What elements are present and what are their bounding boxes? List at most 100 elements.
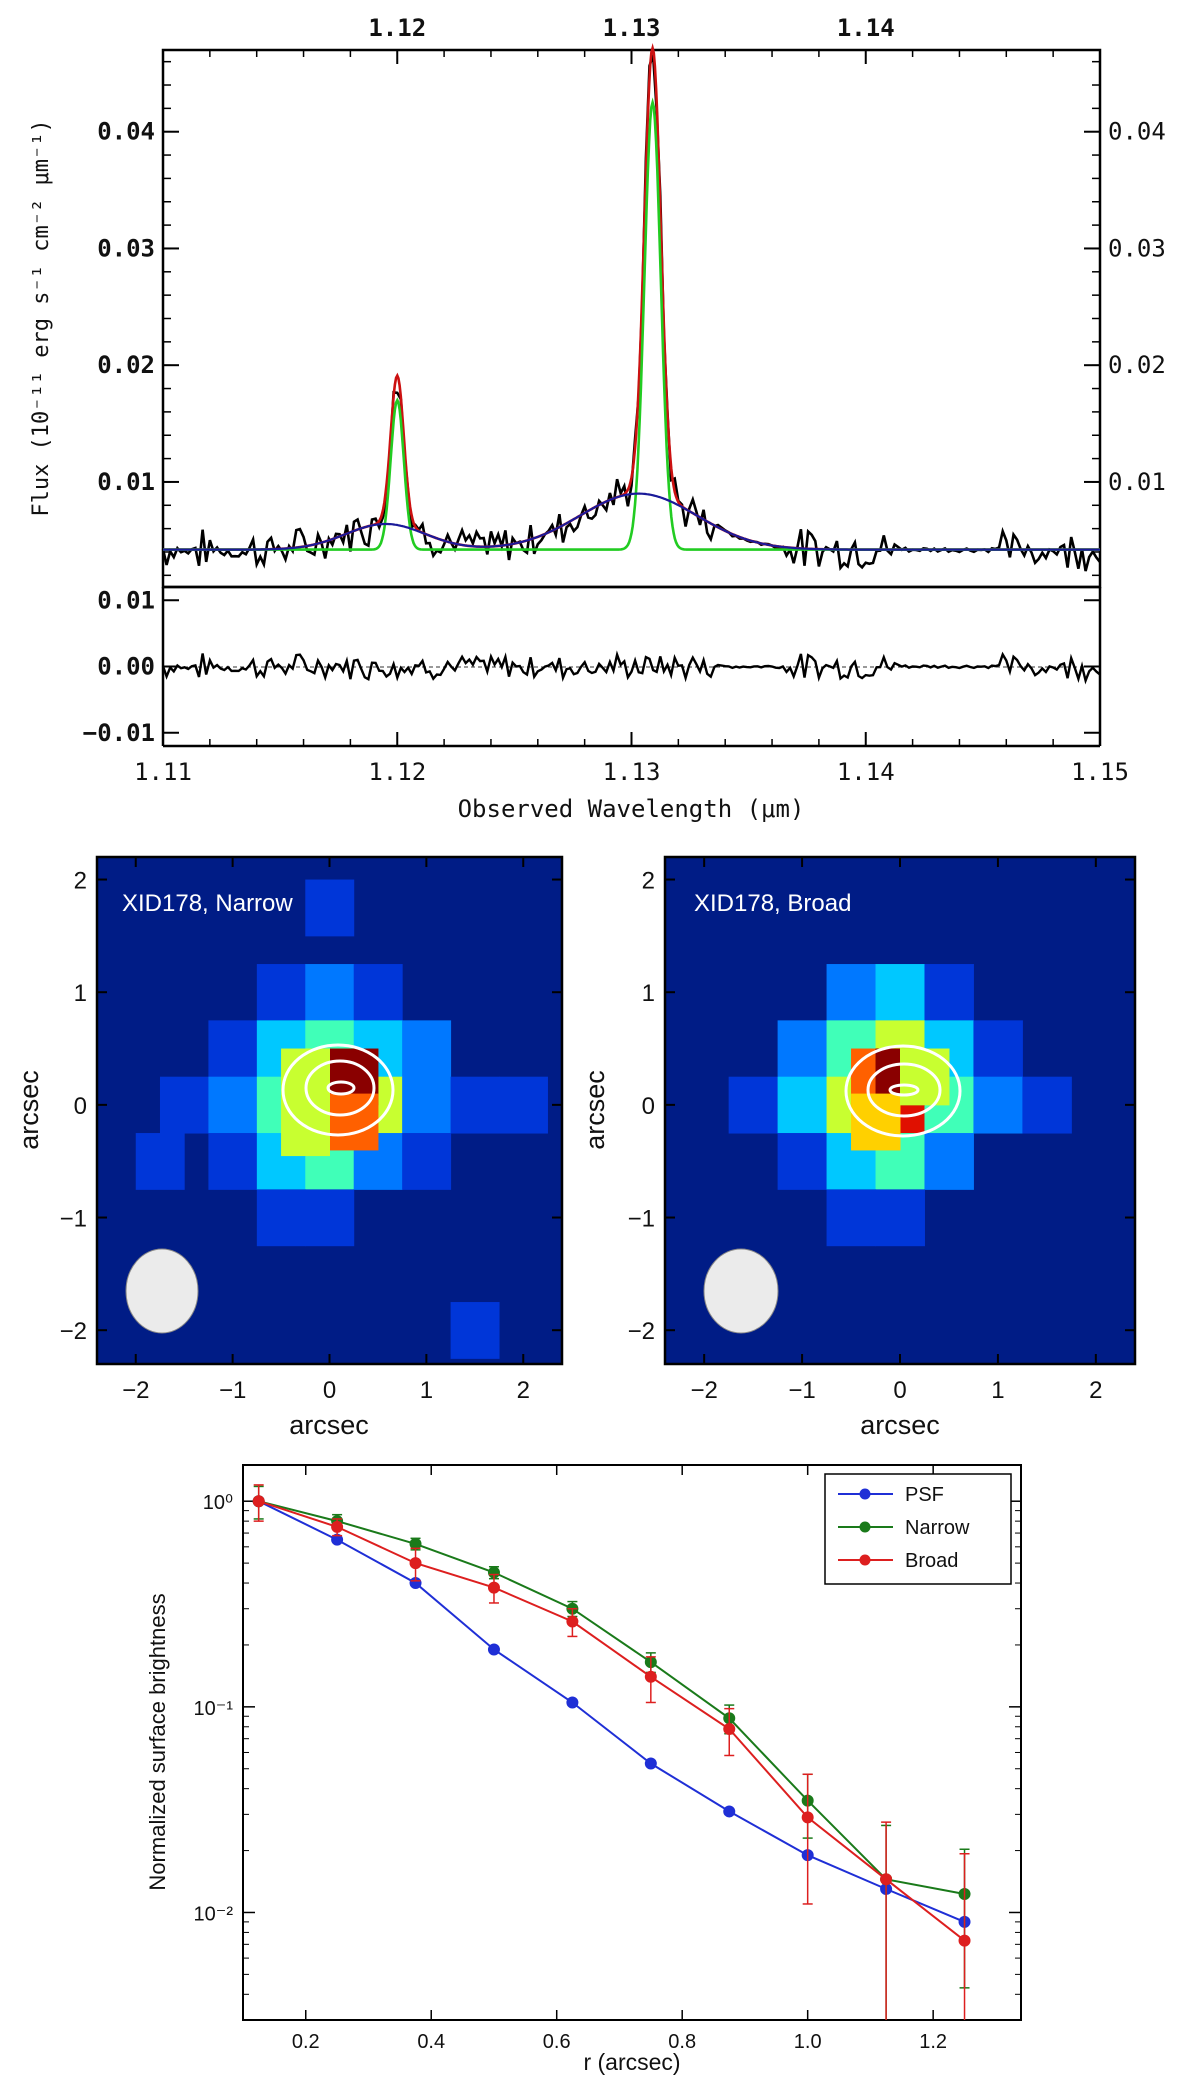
heatmap-cell [329, 1093, 379, 1151]
ytick-label-left: 0.02 [97, 351, 155, 379]
xtick-label: 1.15 [1071, 758, 1129, 786]
data-point-broad [409, 1557, 422, 1570]
profile-ytick-label: 10⁻¹ [194, 1698, 234, 1720]
profile-xtick-label: 0.2 [292, 2031, 320, 2053]
heatmap-cell [208, 1076, 258, 1134]
ytick-label-right: 0.02 [1108, 351, 1166, 379]
contour-inner [326, 1080, 356, 1096]
xtick-label: 1.11 [134, 758, 192, 786]
heatmap-cell [305, 879, 355, 937]
heatmap-cell [875, 964, 925, 1021]
contour-outer [844, 1044, 962, 1138]
heatmap-cell [499, 1076, 548, 1134]
broad-component-line [163, 492, 1100, 551]
legend-label: Broad [905, 1550, 958, 1572]
heatmap-narrow-ylabel: arcsec [14, 1070, 44, 1150]
heatmap-ytick-label: 1 [74, 980, 87, 1007]
heatmap-xtick-label: −2 [122, 1377, 149, 1404]
data-point-broad [958, 1934, 971, 1947]
heatmap-cell [256, 964, 306, 1021]
heatmap-narrow-title: XID178, Narrow [122, 890, 293, 917]
heatmap-ytick-label: −1 [628, 1206, 655, 1233]
heatmap-cell [1022, 1076, 1072, 1134]
profile-legend: PSF Narrow Broad [824, 1473, 1012, 1585]
heatmap-cell [851, 1093, 901, 1151]
heatmap-cell [728, 1076, 779, 1134]
heatmap-xtick-label: 2 [517, 1377, 530, 1404]
data-point-broad [644, 1670, 657, 1683]
data-point-broad [566, 1615, 579, 1628]
data-point-broad [252, 1495, 265, 1508]
profile-series [252, 1484, 971, 2020]
spectrum-ylabel: Flux (10⁻¹¹ erg s⁻¹ cm⁻² μm⁻¹) [29, 119, 54, 516]
data-point-psf [487, 1643, 500, 1656]
contour-middle [866, 1062, 942, 1118]
heatmap-narrow-xlabel: arcsec [289, 1410, 369, 1440]
series-line-broad [258, 1500, 966, 1942]
heatmap-cell [826, 1189, 877, 1247]
heatmap-cell [353, 964, 403, 1021]
profile-ylabel: Normalized surface brightness [145, 1593, 170, 1890]
heatmap-broad-xlabel: arcsec [860, 1410, 940, 1440]
heatmap-xtick-label: 2 [1089, 1377, 1102, 1404]
residual-line [161, 650, 1101, 685]
profile-panel: 0.2 0.4 0.6 0.8 1.0 1.2 10⁰ 10⁻¹ 10⁻² r (arcsec)… [145, 1464, 1022, 2075]
profile-xtick-label: 1.2 [919, 2031, 947, 2053]
heatmap-cell [256, 1189, 306, 1247]
heatmap-xtick-label: −1 [788, 1377, 815, 1404]
beam-ellipse [703, 1248, 779, 1334]
heatmap-cell [402, 1133, 452, 1190]
spectrum-panel: 1.11 1.12 1.13 1.14 1.15 1.12 1.13 1.14 0.01 0.02… [29, 14, 1166, 823]
ytick-label-right: 0.03 [1108, 234, 1166, 262]
profile-xtick-label: 0.4 [417, 2031, 445, 2053]
heatmap-xtick-label: 1 [420, 1377, 433, 1404]
contour-inner [888, 1083, 920, 1097]
heatmap-cell [777, 1076, 828, 1134]
heatmap-cell [777, 1133, 828, 1190]
residual-curve [161, 650, 1101, 685]
heatmap-cell [973, 1076, 1023, 1134]
heatmap-xtick-label: −1 [219, 1377, 246, 1404]
data-point-broad [331, 1520, 344, 1533]
ytick-label-left: 0.03 [97, 234, 155, 262]
residual-ytick-label: 0.00 [97, 653, 155, 681]
data-point-broad [801, 1811, 814, 1824]
legend-marker [859, 1488, 871, 1500]
residual-ytick-label: −0.01 [83, 719, 155, 747]
ytick-label-right: 0.04 [1108, 118, 1166, 146]
heatmap-broad-ylabel: arcsec [580, 1070, 610, 1150]
ytick-label-left: 0.01 [97, 468, 155, 496]
heatmap-narrow-panel: XID178, Narrow −2 −1 0 1 2 2 1 0 −1 −2 arcsec arc… [14, 855, 564, 1440]
xtick-label: 1.14 [837, 758, 895, 786]
legend-label: Narrow [905, 1517, 970, 1539]
top-tick-label: 1.12 [368, 14, 426, 42]
heatmap-xtick-label: 0 [323, 1377, 336, 1404]
profile-ytick-label: 10⁰ [203, 1492, 233, 1514]
data-point-psf [723, 1805, 736, 1818]
profile-ticks: 0.2 0.4 0.6 0.8 1.0 1.2 10⁰ 10⁻¹ 10⁻² [194, 1465, 1021, 2053]
heatmap-broad-title: XID178, Broad [694, 890, 851, 917]
heatmap-ytick-label: −2 [628, 1318, 655, 1345]
heatmap-cell [777, 1020, 828, 1078]
spectrum-xlabel: Observed Wavelength (μm) [458, 795, 805, 823]
legend-label: PSF [905, 1484, 944, 1506]
profile-xtick-label: 1.0 [794, 2031, 822, 2053]
heatmap-ytick-label: 1 [642, 980, 655, 1007]
legend-marker [859, 1554, 871, 1566]
series-line-psf [258, 1500, 965, 1923]
heatmap-xtick-label: 0 [893, 1377, 906, 1404]
heatmap-ytick-label: 2 [642, 868, 655, 895]
spectrum-curves [161, 43, 1102, 572]
profile-xtick-label: 0.6 [543, 2031, 571, 2053]
legend-items: PSF Narrow Broad [838, 1484, 970, 1572]
heatmap-cell [281, 1048, 330, 1106]
profile-xlabel: r (arcsec) [583, 2049, 680, 2075]
heatmap-broad-panel: XID178, Broad −2 −1 0 1 2 2 1 0 −1 −2 arcsec arcs… [580, 855, 1137, 1440]
heatmap-narrow-ticks: −2 −1 0 1 2 2 1 0 −1 −2 [60, 857, 562, 1404]
series-line-narrow [258, 1500, 965, 1895]
heatmap-broad-cells [728, 964, 1072, 1247]
legend-marker [859, 1521, 871, 1533]
heatmap-cell [826, 964, 877, 1021]
heatmap-ytick-label: 2 [74, 868, 87, 895]
heatmap-cell [924, 1133, 974, 1190]
